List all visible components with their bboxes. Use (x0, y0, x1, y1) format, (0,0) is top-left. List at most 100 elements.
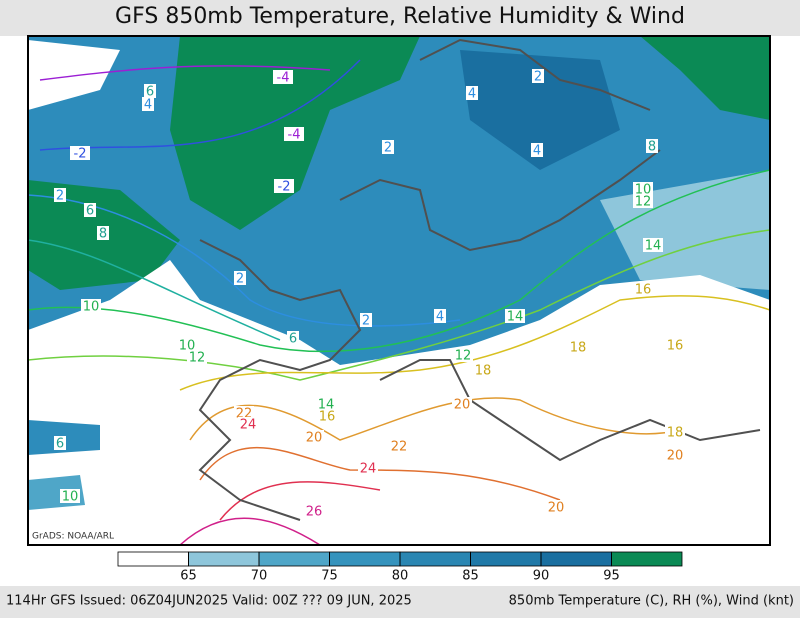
label-box (665, 425, 685, 439)
humidity-dry (28, 40, 120, 110)
contour-label: 16 (667, 339, 684, 354)
map: GrADS: NOAA/ARL (27, 35, 771, 546)
colorbar-swatch (188, 551, 260, 567)
label-box (81, 299, 101, 313)
label-box (546, 500, 566, 514)
label-box (531, 143, 543, 157)
label-box (665, 338, 685, 352)
label-box (54, 188, 66, 202)
contour-label: 2 (534, 70, 542, 85)
contour-label: 8 (648, 140, 656, 155)
colorbar-label: 80 (392, 569, 409, 584)
contour-label: 18 (475, 364, 492, 379)
isotherms (28, 59, 770, 545)
colorbar-swatch (399, 551, 471, 567)
label-box (70, 146, 90, 160)
footer-bar (0, 586, 800, 618)
contour-label: 10 (635, 183, 652, 198)
colorbar-label: 85 (462, 569, 479, 584)
contour-label: 26 (306, 505, 323, 520)
contour-label: 4 (436, 310, 444, 325)
label-box (177, 338, 197, 352)
contour-label: 6 (56, 437, 64, 452)
contour-label: 4 (533, 144, 541, 159)
label-box (317, 409, 337, 423)
label-box (434, 309, 446, 323)
label-box (568, 340, 588, 354)
colorbar-swatch (611, 551, 683, 567)
humidity-high (460, 50, 620, 170)
label-box (389, 439, 409, 453)
contour-label: 2 (236, 272, 244, 287)
contour-label: 14 (507, 310, 524, 325)
contour-label: 6 (289, 332, 297, 347)
contour-label: 6 (86, 204, 94, 219)
label-box (54, 436, 66, 450)
label-box (643, 238, 663, 252)
contour-label: 16 (635, 283, 652, 298)
colorbar-label: 75 (321, 569, 338, 584)
label-box (466, 86, 478, 100)
credit: GrADS: NOAA/ARL (32, 532, 114, 542)
colorbar-swatch (258, 551, 330, 567)
contour-label: 8 (99, 227, 107, 242)
label-box (646, 139, 658, 153)
label-box (452, 397, 472, 411)
contour-label: 10 (62, 490, 79, 505)
contour-label: -2 (278, 180, 291, 195)
label-box (473, 363, 493, 377)
contour-label: 2 (56, 189, 64, 204)
contour-label: 24 (360, 462, 377, 477)
label-box (60, 489, 80, 503)
label-box (316, 397, 336, 411)
contour-label: 20 (667, 449, 684, 464)
contour-label: 10 (179, 339, 196, 354)
map-frame (27, 35, 771, 546)
label-box (238, 417, 258, 431)
colorbar-swatch (470, 551, 542, 567)
title: GFS 850mb Temperature, Relative Humidity… (115, 4, 685, 29)
colorbar-swatch (329, 551, 401, 567)
contour-label: 14 (318, 398, 335, 413)
contour-label: 22 (391, 440, 408, 455)
label-box (234, 271, 246, 285)
label-box (665, 448, 685, 462)
label-box (453, 348, 473, 362)
contour-label: 16 (319, 410, 336, 425)
contour-label: -4 (277, 71, 290, 86)
colorbar-swatch (117, 551, 189, 567)
label-box (273, 70, 293, 84)
label-box (142, 97, 154, 111)
label-box (360, 313, 372, 327)
contour-label: 24 (240, 418, 257, 433)
colorbar-label: 65 (180, 569, 197, 584)
label-box (304, 504, 324, 518)
colorbar-swatch (540, 551, 612, 567)
humidity-high (640, 36, 770, 120)
label-box (358, 461, 378, 475)
label-box (532, 69, 544, 83)
label-box (84, 203, 96, 217)
label-box (287, 331, 299, 345)
contour-label: 10 (83, 300, 100, 315)
title-bar (0, 0, 800, 36)
label-box (304, 430, 324, 444)
contour-label: 6 (146, 85, 154, 100)
contour-label: 14 (645, 239, 662, 254)
contour-label: 12 (635, 195, 652, 210)
contour-label: 18 (667, 426, 684, 441)
label-box (284, 127, 304, 141)
label-box (505, 309, 525, 323)
colorbar-label: 70 (251, 569, 268, 584)
colorbar-label: 90 (533, 569, 550, 584)
contour-label: 4 (144, 98, 152, 113)
label-box (382, 140, 394, 154)
label-box (234, 406, 254, 420)
footer-right: 850mb Temperature (C), RH (%), Wind (knt… (509, 594, 794, 609)
label-box (274, 179, 294, 193)
contour-label: -2 (74, 147, 87, 162)
contour-label: 2 (384, 141, 392, 156)
label-box (633, 182, 653, 196)
